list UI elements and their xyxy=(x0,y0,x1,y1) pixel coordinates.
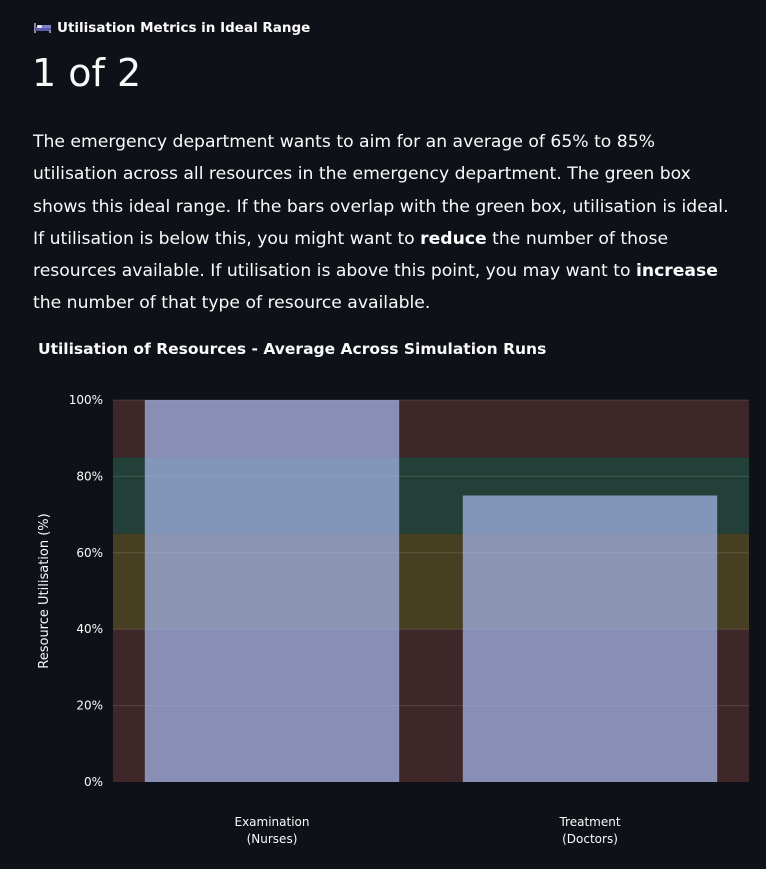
y-tick-label-5: 100% xyxy=(69,393,103,407)
y-tick-label-1: 20% xyxy=(76,699,103,713)
x-tick-label-1-line1: Treatment xyxy=(558,815,620,829)
bar-0 xyxy=(144,400,400,782)
x-tick-label-1-line2: (Doctors) xyxy=(562,832,618,846)
x-tick-label-0-line1: Examination xyxy=(234,815,309,829)
metric-label: Utilisation Metrics in Ideal Range xyxy=(34,20,310,36)
metric-value: 1 of 2 xyxy=(32,51,142,95)
bar-1 xyxy=(462,495,718,782)
description-paragraph: The emergency department wants to aim fo… xyxy=(33,126,738,320)
description-text-1: The emergency department wants to aim fo… xyxy=(33,132,729,249)
description-text-2: the number of those resources available.… xyxy=(33,228,669,282)
y-axis-label: Resource Utilisation (%) xyxy=(37,513,52,668)
description-bold-reduce: reduce xyxy=(420,228,487,249)
y-tick-label-3: 60% xyxy=(76,546,103,560)
bed-icon xyxy=(34,23,51,33)
metric-label-text: Utilisation Metrics in Ideal Range xyxy=(57,20,311,36)
y-tick-label-0: 0% xyxy=(84,775,103,789)
description-bold-increase: increase xyxy=(635,261,718,282)
x-tick-label-0-line2: (Nurses) xyxy=(247,832,298,846)
description-text-3: the number of that type of resource avai… xyxy=(33,293,431,314)
utilisation-chart: Examination (Nurses) Treatment (Doctors) 0% 2… xyxy=(37,393,749,846)
y-tick-label-4: 80% xyxy=(76,469,103,483)
chart-title: Utilisation of Resources - Average Acros… xyxy=(38,340,547,358)
y-tick-label-2: 40% xyxy=(76,622,103,636)
